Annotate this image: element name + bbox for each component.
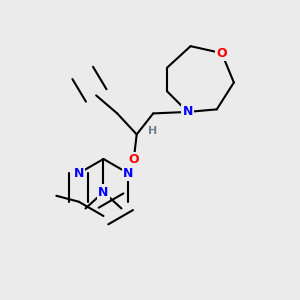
Text: O: O (128, 153, 139, 167)
Text: O: O (216, 46, 227, 60)
Text: N: N (123, 167, 134, 180)
Text: N: N (98, 185, 109, 199)
Text: N: N (182, 105, 193, 119)
Text: H: H (148, 126, 157, 136)
Text: N: N (74, 167, 84, 180)
